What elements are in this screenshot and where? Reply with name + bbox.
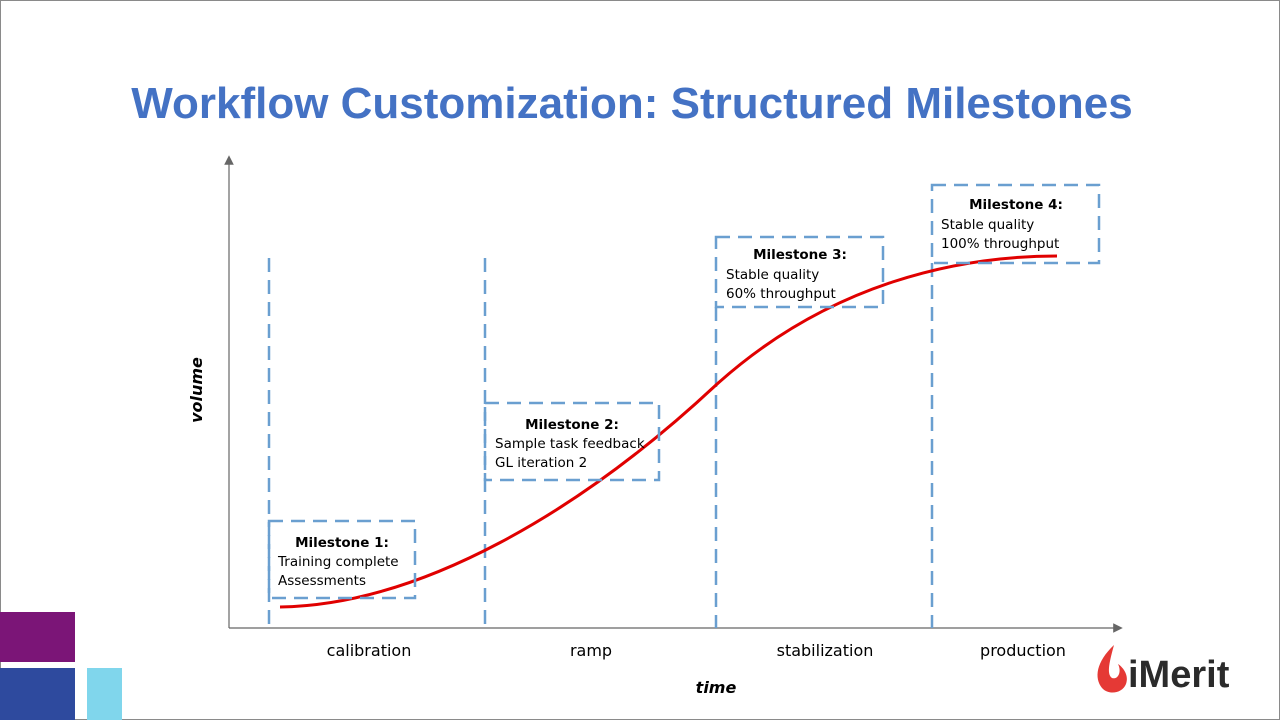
phase-label: stabilization bbox=[777, 641, 874, 660]
logo-flame bbox=[1097, 645, 1127, 693]
logo: iMerit bbox=[1097, 645, 1230, 696]
phase-label: production bbox=[980, 641, 1066, 660]
deco-square bbox=[0, 668, 75, 720]
logo-text: iMerit bbox=[1128, 654, 1230, 696]
milestone-line: Sample task feedback bbox=[495, 436, 645, 452]
milestone-line: GL iteration 2 bbox=[495, 455, 587, 471]
milestone-line: 100% throughput bbox=[941, 236, 1059, 252]
milestone-box: Milestone 4: Stable quality 100% through… bbox=[930, 183, 1101, 265]
milestone-line: Training complete bbox=[277, 554, 399, 570]
slide-title: Workflow Customization: Structured Miles… bbox=[131, 79, 1132, 128]
growth-curve bbox=[279, 254, 1058, 609]
milestone-line: Stable quality bbox=[726, 267, 819, 283]
deco-square bbox=[0, 612, 75, 662]
x-axis-label: time bbox=[696, 678, 737, 697]
deco-square bbox=[87, 668, 122, 720]
milestone-title: Milestone 4: bbox=[969, 197, 1063, 213]
phase-label: calibration bbox=[327, 641, 412, 660]
milestone-line: Assessments bbox=[278, 573, 366, 589]
milestone-box: Milestone 3: Stable quality 60% throughp… bbox=[714, 235, 885, 309]
milestone-box: Milestone 2: Sample task feedback GL ite… bbox=[483, 401, 661, 482]
phase-label: ramp bbox=[570, 641, 612, 660]
milestone-box: Milestone 1: Training complete Assessmen… bbox=[267, 519, 417, 600]
milestone-title: Milestone 3: bbox=[753, 247, 847, 263]
milestone-line: Stable quality bbox=[941, 217, 1034, 233]
milestone-line: 60% throughput bbox=[726, 286, 836, 302]
y-axis-label: volume bbox=[187, 357, 206, 423]
milestone-title: Milestone 1: bbox=[295, 535, 389, 551]
milestone-title: Milestone 2: bbox=[525, 417, 619, 433]
